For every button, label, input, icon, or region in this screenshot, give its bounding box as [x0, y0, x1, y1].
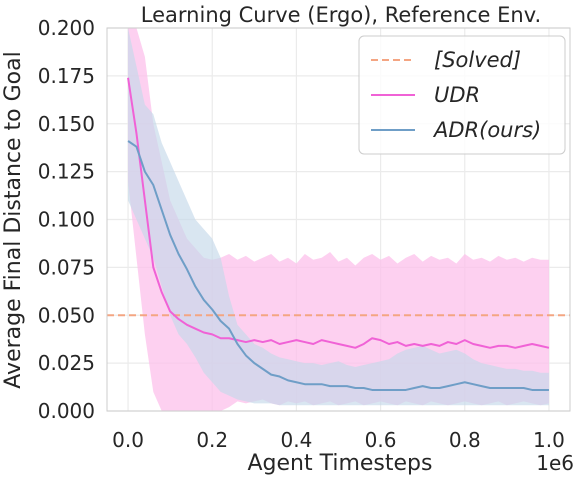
x-axis-label: Agent Timesteps: [247, 451, 432, 476]
x-tick-label: 0.2: [196, 428, 228, 452]
y-tick-labels: 0.000 0.025 0.050 0.075 0.100 0.125 0.150 0.175…: [38, 16, 95, 423]
x-tick-label: 1.0: [533, 428, 565, 452]
band-adr-ours: [128, 28, 549, 406]
series-lines: [107, 77, 570, 391]
x-tick-labels: 0.0 0.2 0.4 0.6 0.8 1.0: [112, 428, 565, 452]
legend-label-adr: ADR(ours): [432, 118, 541, 142]
x-offset-label: 1e6: [536, 451, 574, 475]
legend-label-solved: [Solved]: [434, 48, 521, 72]
legend-label-udr: UDR: [434, 83, 480, 107]
x-tick-label: 0.8: [449, 428, 481, 452]
legend-box: [358, 35, 566, 155]
y-tick-label: 0.025: [38, 351, 95, 375]
x-tick-label: 0.0: [112, 428, 144, 452]
y-tick-label: 0.100: [38, 208, 95, 232]
y-axis-label: Average Final Distance to Goal: [1, 51, 26, 388]
y-tick-label: 0.000: [38, 399, 95, 423]
y-tick-label: 0.200: [38, 16, 95, 40]
line-udr: [127, 77, 550, 349]
line-adr-ours: [127, 140, 549, 391]
plot-border: [106, 27, 571, 412]
legend: [Solved] UDR ADR(ours): [358, 35, 566, 155]
chart-title: Learning Curve (Ergo), Reference Env.: [141, 3, 541, 27]
y-tick-label: 0.150: [38, 112, 95, 136]
x-tick-label: 0.6: [365, 428, 397, 452]
y-tick-label: 0.050: [38, 303, 95, 327]
y-tick-label: 0.075: [38, 255, 95, 279]
y-tick-label: 0.125: [38, 160, 95, 184]
y-tick-label: 0.175: [38, 64, 95, 88]
x-tick-label: 0.4: [281, 428, 313, 452]
